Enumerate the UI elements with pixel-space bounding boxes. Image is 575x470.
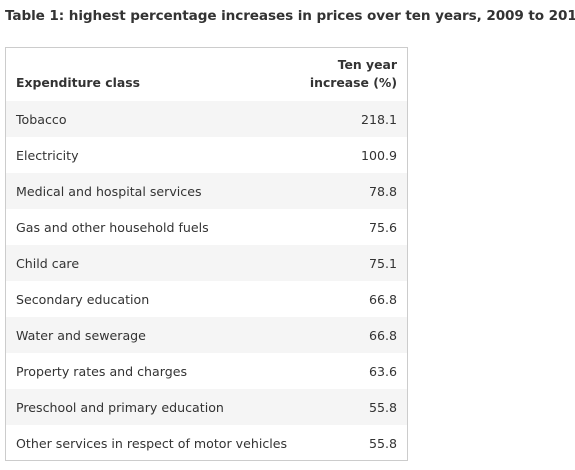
cell-expenditure-class: Child care [6,245,267,281]
header-ten-year-increase: Ten year increase (%) [267,48,407,101]
table-row: Other services in respect of motor vehic… [6,425,407,460]
cell-expenditure-class: Property rates and charges [6,353,267,389]
data-table: Expenditure class Ten year increase (%) … [6,48,407,460]
cell-expenditure-class: Gas and other household fuels [6,209,267,245]
cell-increase-value: 218.1 [267,101,407,137]
table-row: Preschool and primary education 55.8 [6,389,407,425]
cell-expenditure-class: Tobacco [6,101,267,137]
cell-increase-value: 66.8 [267,281,407,317]
table-row: Medical and hospital services 78.8 [6,173,407,209]
header-expenditure-class: Expenditure class [16,75,140,90]
cell-increase-value: 100.9 [267,137,407,173]
table-caption: Table 1: highest percentage increases in… [5,8,575,24]
cell-increase-value: 75.1 [267,245,407,281]
table-row: Secondary education 66.8 [6,281,407,317]
table-row: Property rates and charges 63.6 [6,353,407,389]
cell-expenditure-class: Preschool and primary education [6,389,267,425]
cell-increase-value: 55.8 [267,389,407,425]
table-row: Electricity 100.9 [6,137,407,173]
table-row: Tobacco 218.1 [6,101,407,137]
header-value-line1: Ten year [337,57,397,72]
table-row: Gas and other household fuels 75.6 [6,209,407,245]
price-increase-table: Expenditure class Ten year increase (%) … [5,47,408,461]
table-row: Water and sewerage 66.8 [6,317,407,353]
cell-increase-value: 78.8 [267,173,407,209]
cell-expenditure-class: Secondary education [6,281,267,317]
cell-increase-value: 75.6 [267,209,407,245]
header-row: Expenditure class Ten year increase (%) [6,48,407,101]
cell-increase-value: 63.6 [267,353,407,389]
table-row: Child care 75.1 [6,245,407,281]
cell-increase-value: 66.8 [267,317,407,353]
cell-expenditure-class: Other services in respect of motor vehic… [6,425,287,460]
cell-expenditure-class: Medical and hospital services [6,173,267,209]
cell-expenditure-class: Water and sewerage [6,317,267,353]
cell-increase-value: 55.8 [267,425,407,460]
header-value-line2: increase (%) [309,75,397,90]
cell-expenditure-class: Electricity [6,137,267,173]
